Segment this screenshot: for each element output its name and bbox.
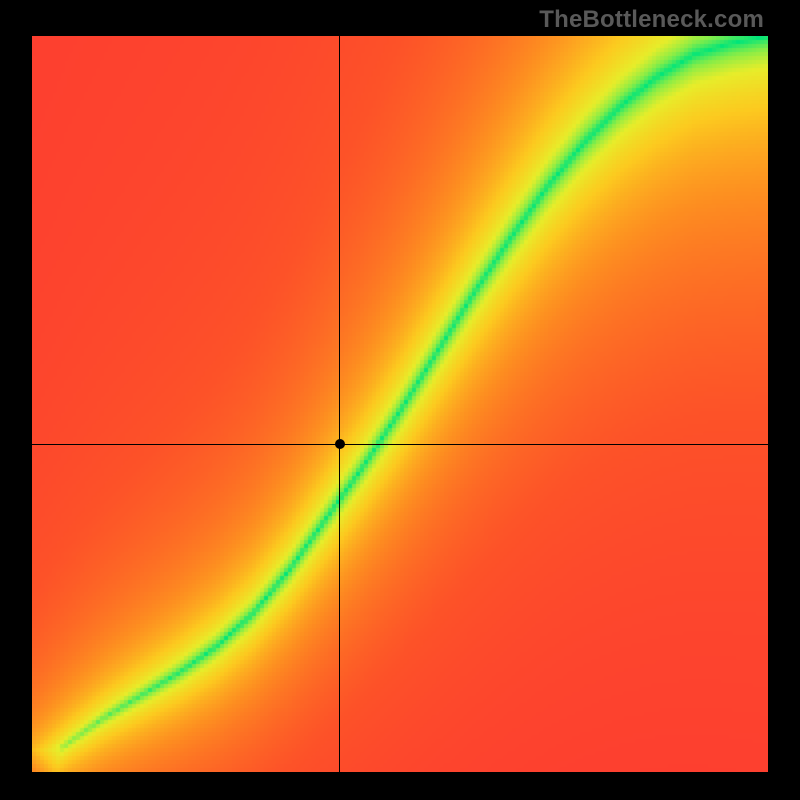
crosshair-horizontal-line [32, 444, 768, 445]
crosshair-vertical-line [339, 36, 340, 772]
watermark-text: TheBottleneck.com [539, 6, 764, 34]
crosshair-point-marker [335, 439, 345, 449]
heatmap-canvas [32, 36, 768, 772]
heatmap-plot-area [32, 36, 768, 772]
outer-black-frame: TheBottleneck.com [0, 0, 800, 800]
